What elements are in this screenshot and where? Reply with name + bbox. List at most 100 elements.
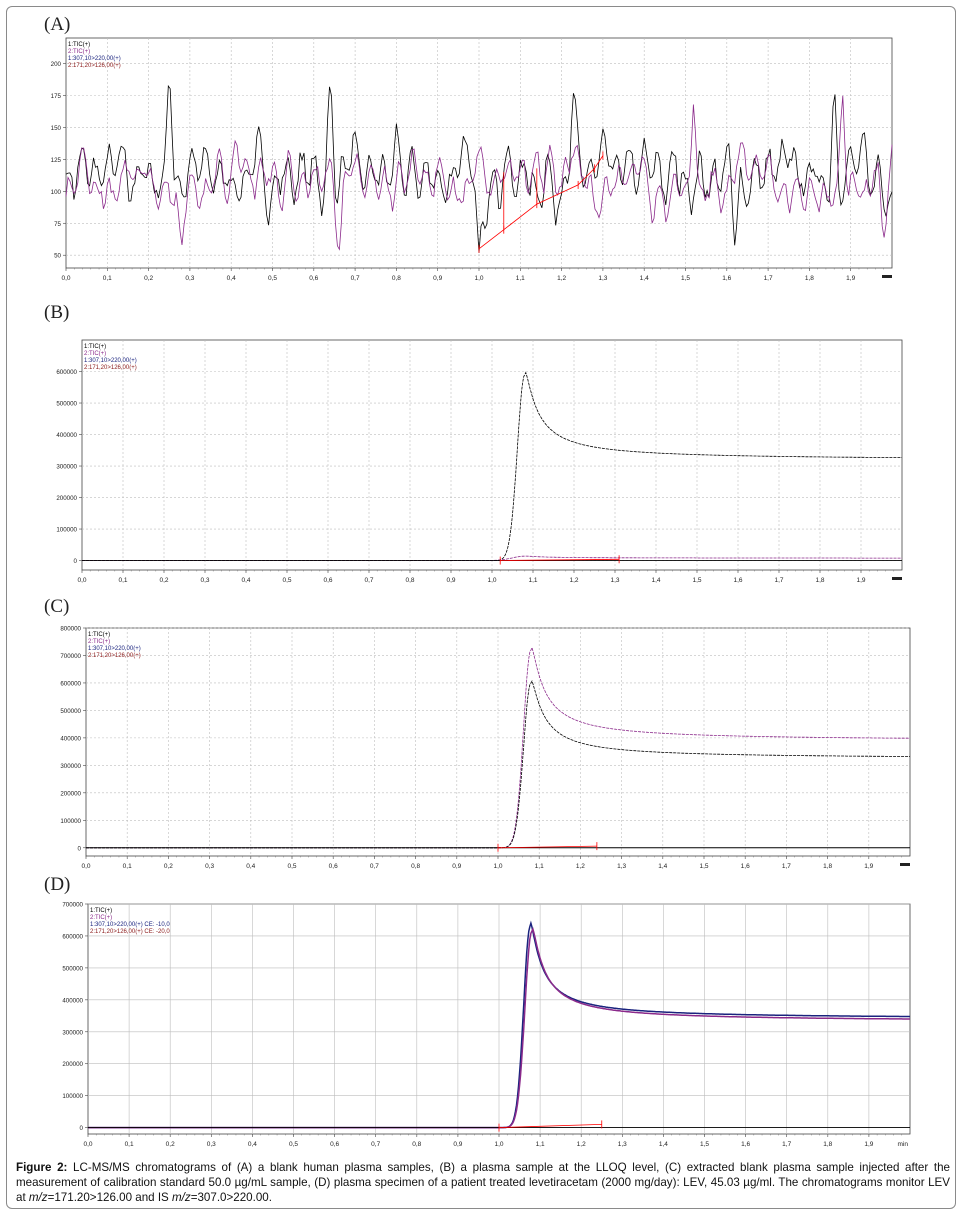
panel-b-xtick-label: 1,7 [774, 577, 783, 584]
panel-d-legend-entry: 2:TIC(+) [90, 915, 112, 921]
panel-a-xtick-label: 0,9 [433, 275, 442, 282]
panel-d-xtick-label: 0,9 [453, 1141, 462, 1148]
panel-c-xtick-label: 1,5 [699, 863, 708, 870]
panel-c-xtick-label: 1,2 [576, 863, 585, 870]
panel-a-xtick-label: 0,8 [392, 275, 401, 282]
figure-caption: Figure 2: LC-MS/MS chromatograms of (A) … [16, 1160, 950, 1205]
panel-c-x-unit-mark [900, 863, 910, 866]
panel-a-xtick-label: 0,2 [144, 275, 153, 282]
panel-d-ytick-label: 500000 [62, 965, 83, 972]
panel-b-xtick-label: 1,5 [692, 577, 701, 584]
panel-label-c: (C) [44, 596, 70, 617]
panel-a-ytick-label: 125 [51, 157, 62, 164]
panel-b-legend-entry: 1:307,10>220,00(+) [84, 358, 137, 364]
panel-c-integration-baseline [497, 845, 597, 849]
panel-d-legend-entry: 1:307,10>220,00(+) CE: -10,0 [90, 922, 170, 928]
panel-d-xtick-label: 0,0 [83, 1141, 92, 1148]
panel-a-xtick-label: 0,1 [103, 275, 112, 282]
caption-mz-1: m/z [28, 1191, 48, 1204]
panel-label-a: (A) [44, 14, 71, 35]
panel-d-xtick-label: 1,5 [700, 1141, 709, 1148]
panel-a-xtick-label: 0,0 [61, 275, 70, 282]
panel-b-x-unit-mark [892, 577, 902, 580]
panel-c-xtick-label: 1,0 [493, 863, 502, 870]
panel-a-legend-entry: 1:307,10>220,00(+) [68, 56, 121, 62]
panel-b-xtick-label: 1,1 [528, 577, 537, 584]
panel-b-plot-area [81, 339, 903, 571]
panel-d-xtick-label: 1,0 [494, 1141, 503, 1148]
panel-c-xtick-label: 0,6 [329, 863, 338, 870]
panel-c-xtick-label: 0,7 [370, 863, 379, 870]
panel-c-xtick-label: 1,6 [741, 863, 750, 870]
panel-b-ytick-label: 400000 [56, 432, 77, 439]
panel-a-xtick-label: 0,7 [351, 275, 360, 282]
panel-a-ytick-label: 200 [51, 61, 62, 68]
panel-b-xtick-label: 0,5 [282, 577, 291, 584]
panel-c-xtick-label: 0,1 [123, 863, 132, 870]
panel-d-ytick-label: 0 [80, 1125, 84, 1132]
caption-text-2: =171.20>126.00 and IS [47, 1191, 173, 1204]
panel-d-xtick-label: 1,7 [782, 1141, 791, 1148]
panel-d-ytick-label: 300000 [62, 1029, 83, 1036]
panel-a-xtick-label: 0,5 [268, 275, 277, 282]
panel-d-legend-entry: 1:TIC(+) [90, 908, 112, 914]
panel-c-ytick-label: 0 [78, 845, 82, 852]
panel-c-xtick-label: 0,0 [81, 863, 90, 870]
figure-frame [6, 6, 956, 1209]
panel-d-xtick-label: 1,9 [864, 1141, 873, 1148]
panel-d-ytick-label: 400000 [62, 997, 83, 1004]
panel-b-ytick-label: 0 [74, 558, 78, 565]
panel-d-xtick-label: 0,1 [125, 1141, 134, 1148]
panel-c-xtick-label: 0,2 [164, 863, 173, 870]
panel-c-legend-entry: 1:307,10>220,00(+) [88, 646, 141, 652]
panel-d-xtick-label: 0,2 [166, 1141, 175, 1148]
panel-a-ytick-label: 175 [51, 93, 62, 100]
panel-a-xtick-label: 0,6 [309, 275, 318, 282]
panel-b-xtick-label: 0,4 [241, 577, 250, 584]
panel-b-xtick-label: 1,0 [487, 577, 496, 584]
panel-a-xtick-label: 1,7 [764, 275, 773, 282]
panel-b-xtick-label: 0,9 [446, 577, 455, 584]
panel-a-xtick-label: 1,5 [681, 275, 690, 282]
panel-a-ytick-label: 75 [54, 221, 61, 228]
panel-a-plot-area [65, 37, 893, 269]
panel-a-legend-entry: 2:TIC(+) [68, 49, 90, 55]
panel-b-xtick-label: 0,3 [200, 577, 209, 584]
panel-b-xtick-label: 0,1 [118, 577, 127, 584]
panel-a-xtick-label: 0,4 [227, 275, 236, 282]
panel-d-xtick-label: 1,4 [659, 1141, 668, 1148]
panel-d-xtick-label: 0,5 [289, 1141, 298, 1148]
panel-c-xtick-label: 0,8 [411, 863, 420, 870]
panel-b-integration-baseline [500, 558, 620, 561]
caption-text-1: LC-MS/MS chromatograms of (A) a blank hu… [16, 1161, 950, 1204]
panel-c-xtick-label: 1,9 [864, 863, 873, 870]
panel-d-ytick-label: 600000 [62, 933, 83, 940]
panel-a-xtick-label: 1,4 [640, 275, 649, 282]
panel-b-xtick-label: 0,6 [323, 577, 332, 584]
panel-b-xtick-label: 0,7 [364, 577, 373, 584]
panel-d-ytick-label: 200000 [62, 1061, 83, 1068]
panel-b-ytick-label: 200000 [56, 495, 77, 502]
caption-prefix: Figure 2: [16, 1161, 68, 1174]
panel-b-xtick-label: 1,6 [733, 577, 742, 584]
panel-d-x-unit: min [898, 1141, 909, 1148]
panel-b-xtick-label: 1,8 [815, 577, 824, 584]
panel-c-xtick-label: 1,4 [658, 863, 667, 870]
panel-c-ytick-label: 700000 [60, 653, 81, 660]
panel-d-ytick-label: 700000 [62, 902, 83, 909]
panel-c-ytick-label: 300000 [60, 763, 81, 770]
panel-a-legend-entry: 2:171,20>126,00(+) [68, 63, 121, 69]
panel-b-xtick-label: 0,2 [159, 577, 168, 584]
panel-d-xtick-label: 0,6 [330, 1141, 339, 1148]
panel-c-xtick-label: 1,3 [617, 863, 626, 870]
panel-a-xtick-label: 1,8 [805, 275, 814, 282]
panel-c-xtick-label: 0,3 [205, 863, 214, 870]
panel-c-ytick-label: 400000 [60, 735, 81, 742]
panel-b-xtick-label: 1,4 [651, 577, 660, 584]
panel-c-xtick-label: 1,7 [782, 863, 791, 870]
panel-c-ytick-label: 500000 [60, 708, 81, 715]
panel-c-ytick-label: 200000 [60, 790, 81, 797]
panel-a-x-unit-mark [882, 275, 892, 278]
panel-c-xtick-label: 1,8 [823, 863, 832, 870]
panel-b-legend-entry: 2:TIC(+) [84, 351, 106, 357]
